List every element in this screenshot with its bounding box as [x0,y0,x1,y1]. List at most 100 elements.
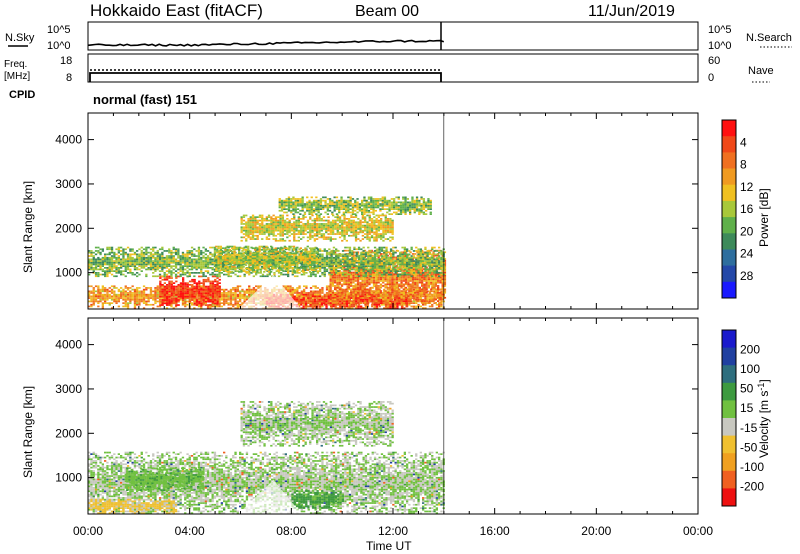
heatmap-cell [391,288,394,291]
heatmap-cell [122,288,125,291]
heatmap-cell [158,248,162,251]
heatmap-cell [379,295,383,297]
heatmap-cell [216,289,219,291]
heatmap-cell [181,273,185,276]
heatmap-cell [346,285,349,288]
heatmap-cell [302,297,305,299]
heatmap-cell [204,278,208,281]
heatmap-cell [90,300,93,303]
heatmap-cell [376,267,379,269]
heatmap-cell [186,251,189,254]
heatmap-cell [225,295,228,298]
heatmap-cell [335,258,338,261]
heatmap-cell [353,268,356,271]
heatmap-cell [190,261,194,264]
heatmap-cell [126,246,130,249]
heatmap-cell [149,292,153,294]
heatmap-cell [367,268,370,271]
heatmap-cell [336,283,339,286]
heatmap-cell [435,303,438,306]
heatmap-cell [418,280,421,282]
heatmap-cell [340,293,344,296]
heatmap-cell [188,268,191,271]
heatmap-cell [115,295,118,298]
heatmap-cell [377,256,380,259]
heatmap-cell [312,285,315,288]
heatmap-cell [336,303,340,306]
heatmap-cell [323,275,326,278]
heatmap-cell [411,253,415,255]
heatmap-cell [373,303,376,306]
heatmap-cell [319,290,322,293]
heatmap-cell [99,292,102,294]
heatmap-cell [156,256,159,259]
heatmap-cell [362,265,365,267]
heatmap-cell [340,296,344,299]
heatmap-cell [152,293,155,296]
heatmap-cell [227,292,230,294]
heatmap-cell [443,296,447,299]
heatmap-cell [120,273,123,276]
heatmap-cell [337,261,340,264]
heatmap-cell [353,258,356,261]
heatmap-cell [243,275,246,278]
heatmap-cell [377,275,380,277]
heatmap-cell [334,278,337,281]
heatmap-cell [243,260,246,262]
heatmap-cell [307,302,310,304]
heatmap-cell [356,251,360,254]
heatmap-cell [161,299,164,301]
heatmap-cell [191,285,194,288]
heatmap-cell [408,290,411,293]
heatmap-cell [393,295,396,297]
heatmap-cell [104,288,107,291]
heatmap-cell [241,288,244,291]
heatmap-cell [184,298,187,301]
heatmap-cell [359,286,362,289]
heatmap-cell [216,250,219,252]
heatmap-cell [316,290,319,293]
heatmap-cell [373,265,377,267]
heatmap-cell [319,305,322,308]
heatmap-cell [149,253,153,256]
heatmap-cell [261,246,265,249]
heatmap-cell [304,307,308,309]
heatmap-cell [385,267,388,269]
heatmap-cell [352,271,355,274]
heatmap-cell [427,302,431,304]
heatmap-cell [182,289,185,291]
heatmap-cell [398,276,401,279]
heatmap-cell [293,290,297,293]
heatmap-cell [314,302,317,304]
heatmap-cell [186,260,189,262]
heatmap-cell [181,256,185,259]
heatmap-cell [94,260,98,262]
heatmap-cell [343,281,346,284]
heatmap-cell [341,260,345,262]
heatmap-cell [430,300,433,302]
heatmap-cell [328,303,331,306]
heatmap-cell [330,305,333,308]
heatmap-cell [113,295,116,298]
heatmap-cell [88,292,91,294]
heatmap-cell [152,267,155,269]
heatmap-cell [345,249,348,252]
heatmap-cell [126,265,130,267]
heatmap-cell [200,268,203,271]
heatmap-cell [385,268,388,271]
heatmap-cell [398,285,401,287]
heatmap-cell [175,302,178,305]
heatmap-cell [172,255,175,257]
heatmap-cell [388,295,392,297]
heatmap-cell [161,263,164,266]
heatmap-cell [305,292,308,294]
heatmap-cell [106,290,109,293]
heatmap-cell [441,291,444,294]
heatmap-cell [384,291,387,294]
heatmap-cell [352,266,355,269]
heatmap-cell [190,258,194,261]
heatmap-cell [243,290,246,293]
heatmap-cell [172,285,176,288]
heatmap-cell [198,284,201,286]
heatmap-cell [361,291,364,294]
